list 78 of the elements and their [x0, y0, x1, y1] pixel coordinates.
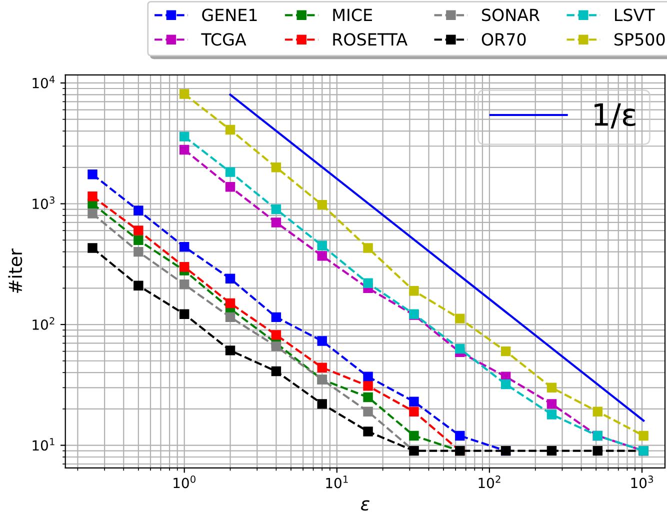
legend-label: OR70 — [482, 33, 526, 46]
y-tick-label: 10$^{2}$ — [32, 317, 54, 330]
point — [271, 218, 282, 228]
x-tick-label: 10$^{2}$ — [478, 476, 500, 488]
point — [592, 406, 603, 416]
point — [271, 366, 282, 376]
point — [455, 344, 465, 354]
point — [500, 346, 511, 356]
y-axis-title: #iter — [8, 248, 22, 293]
point — [317, 399, 327, 409]
legend-label: TCGA — [201, 33, 246, 46]
point — [225, 312, 236, 322]
point — [409, 286, 419, 296]
point — [134, 246, 144, 257]
point — [546, 382, 557, 393]
point — [271, 162, 282, 172]
point — [500, 379, 511, 390]
point — [179, 132, 190, 142]
point — [225, 167, 236, 177]
legend-label: MICE — [333, 8, 372, 22]
x-tick-label: 10$^{0}$ — [174, 476, 196, 488]
point — [317, 200, 327, 210]
x-axis-title: ε — [361, 500, 370, 511]
point — [363, 392, 373, 402]
point — [88, 192, 98, 202]
point — [363, 406, 373, 416]
legend-label: SONAR — [482, 8, 540, 22]
point — [271, 204, 282, 214]
x-tick-label: 10$^{3}$ — [631, 476, 653, 488]
point — [134, 206, 144, 216]
point — [363, 243, 373, 253]
point — [225, 182, 236, 192]
x-tick-label: 10$^{1}$ — [326, 476, 348, 488]
point — [271, 330, 282, 340]
y-tick-label: 10$^{4}$ — [32, 76, 55, 88]
point — [363, 381, 373, 391]
point — [546, 446, 557, 456]
point — [225, 274, 236, 284]
legend-label: 1/ε — [594, 103, 636, 129]
point — [592, 446, 603, 456]
point — [546, 410, 557, 420]
point — [179, 262, 190, 272]
point — [225, 298, 236, 308]
y-tick-label: 10$^{1}$ — [32, 438, 54, 451]
legend-label: GENE1 — [202, 8, 257, 22]
point — [179, 89, 190, 99]
point — [225, 124, 236, 135]
point — [546, 399, 557, 409]
point — [409, 396, 419, 406]
point — [271, 341, 282, 352]
point — [134, 226, 144, 236]
point — [271, 312, 282, 322]
point — [88, 243, 98, 253]
point — [363, 372, 373, 382]
point — [317, 362, 327, 372]
point — [638, 430, 648, 441]
point — [88, 208, 98, 218]
legend-label: LSVT — [615, 8, 655, 22]
point — [317, 251, 327, 261]
point — [134, 235, 144, 245]
point — [363, 278, 373, 288]
point — [317, 240, 327, 250]
point — [225, 346, 236, 356]
point — [455, 314, 465, 324]
point — [179, 280, 190, 290]
point — [317, 336, 327, 346]
point — [179, 309, 190, 319]
point — [409, 406, 419, 416]
point — [134, 280, 144, 290]
y-tick-label: 10$^{3}$ — [32, 196, 54, 210]
legend-label: ROSETTA — [333, 33, 408, 46]
point — [455, 430, 465, 441]
point — [179, 242, 190, 252]
point — [409, 430, 419, 441]
legend-label: SP500 — [614, 33, 665, 46]
point — [88, 170, 98, 180]
point — [179, 144, 190, 155]
point — [363, 426, 373, 436]
